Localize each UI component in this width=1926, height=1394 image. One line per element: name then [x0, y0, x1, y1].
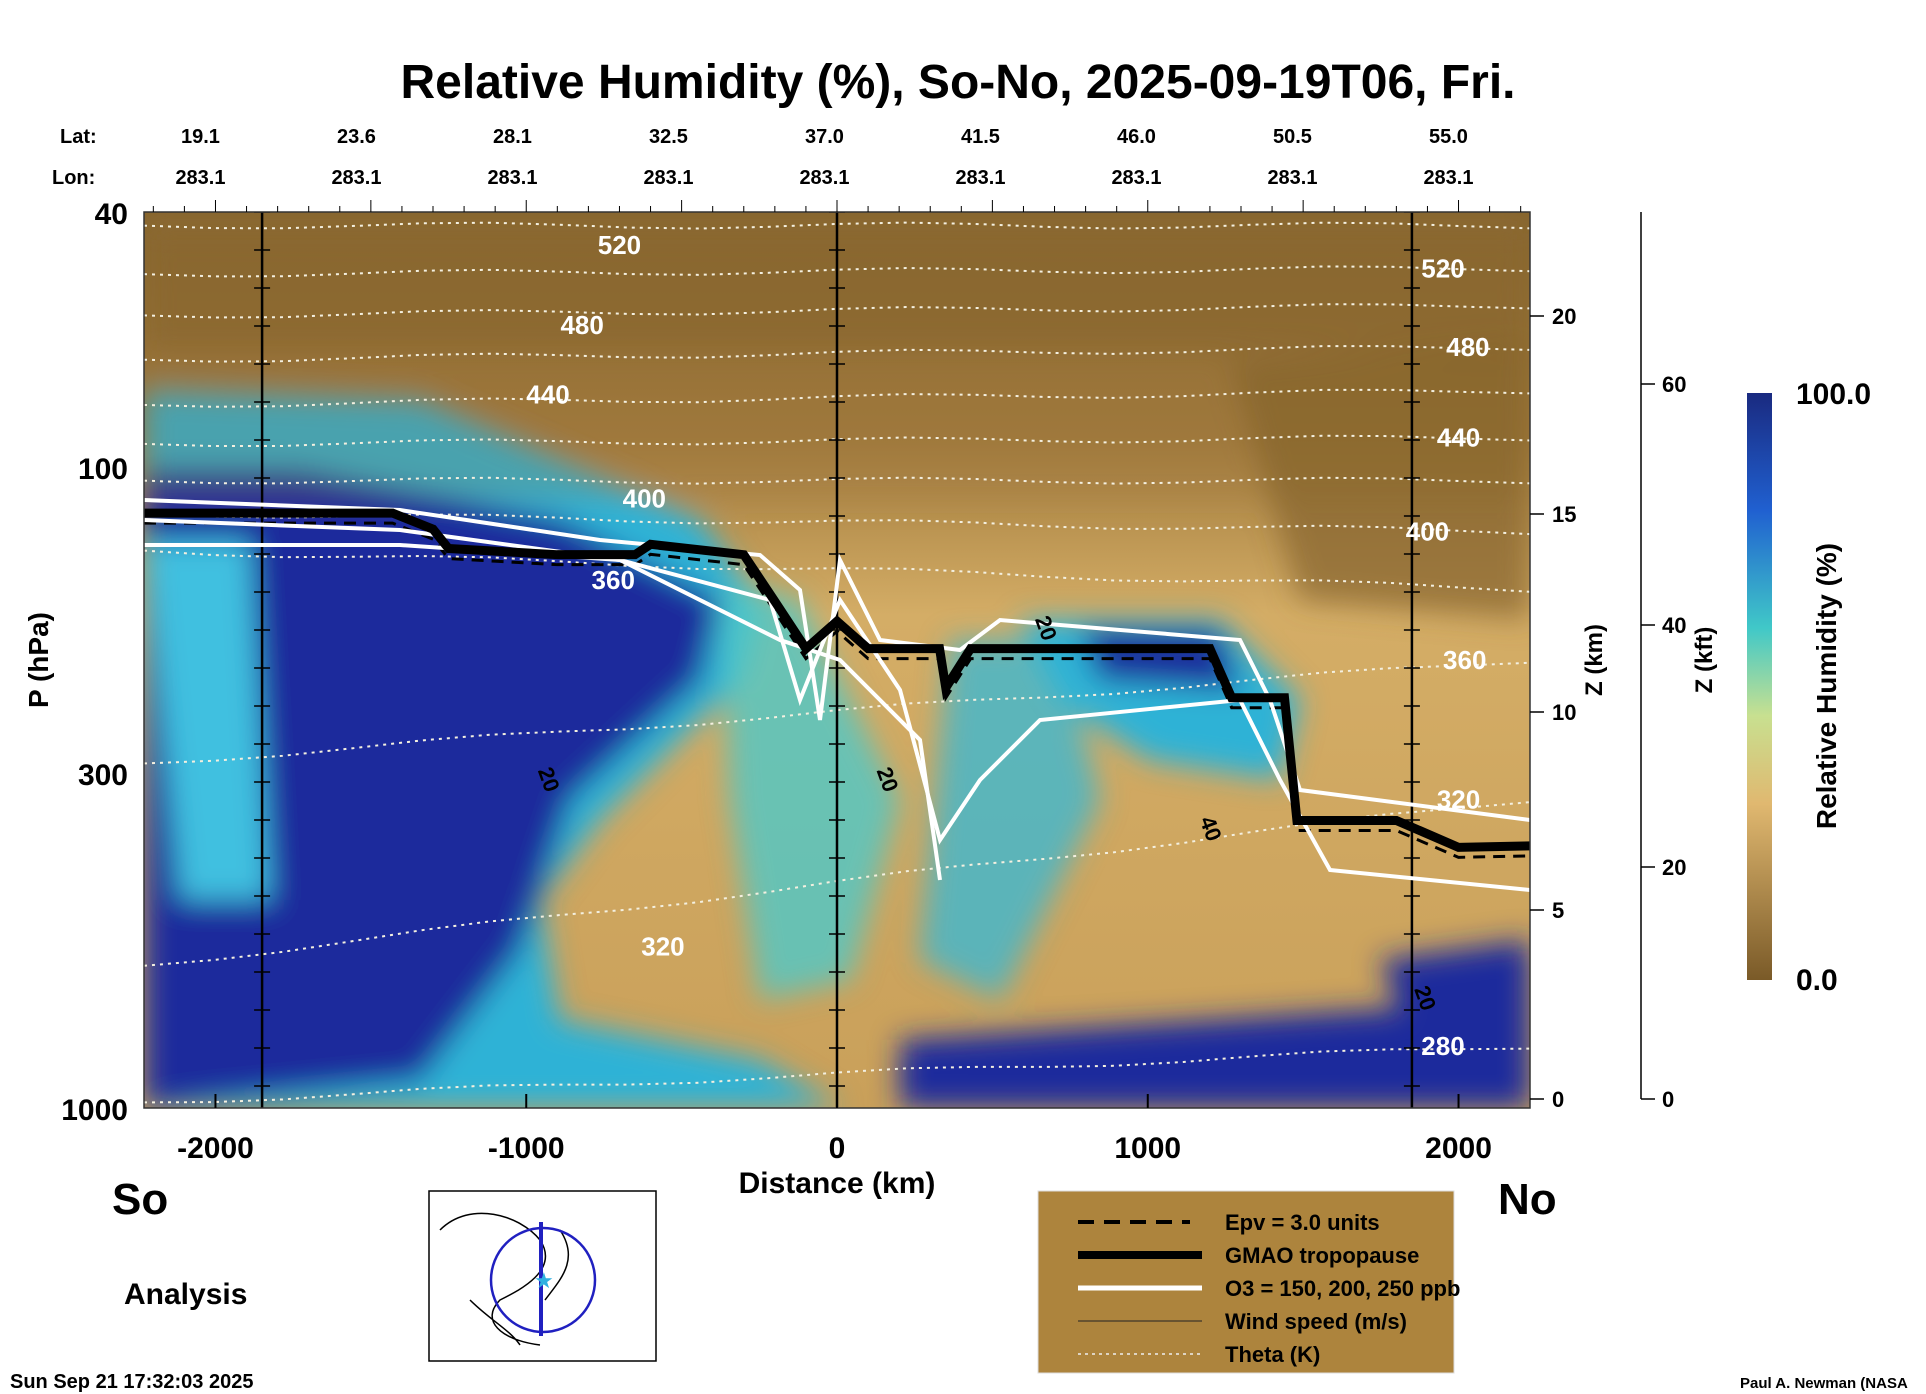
- theta-label: 480: [560, 310, 603, 340]
- plot-area: 5204804404003603205204804404003603202802…: [144, 212, 1530, 1108]
- lon-value: 283.1: [643, 167, 693, 189]
- lon-value: 283.1: [1111, 167, 1161, 189]
- lat-value: 50.5: [1273, 126, 1312, 148]
- z-km-tick-label: 0: [1552, 1087, 1564, 1112]
- colorbar: [1747, 393, 1772, 980]
- lat-value: 41.5: [961, 126, 1000, 148]
- y-tick-label: 1000: [61, 1094, 128, 1127]
- x-tick-label: -2000: [177, 1132, 254, 1165]
- x-axis-label: Distance (km): [739, 1167, 936, 1200]
- theta-label: 400: [623, 484, 666, 514]
- z-kft-axis-label: Z (kft): [1691, 627, 1718, 694]
- z-kft-tick-label: 60: [1662, 372, 1686, 397]
- z-km-axis-label: Z (km): [1581, 624, 1608, 696]
- y-tick-label: 100: [78, 453, 128, 486]
- x-tick-label: -1000: [488, 1132, 565, 1165]
- star-icon: ★: [534, 1268, 554, 1293]
- lon-value: 283.1: [955, 167, 1005, 189]
- z-km-tick-label: 20: [1552, 304, 1576, 329]
- lon-value: 283.1: [175, 167, 225, 189]
- x-tick-label: 2000: [1425, 1132, 1492, 1165]
- y-axis-label: P (hPa): [23, 612, 54, 708]
- lat-value: 28.1: [493, 126, 532, 148]
- legend-entry: Wind speed (m/s): [1225, 1309, 1407, 1334]
- lon-value: 283.1: [487, 167, 537, 189]
- lat-value: 32.5: [649, 126, 688, 148]
- z-km-tick-label: 15: [1552, 502, 1576, 527]
- credit: Paul A. Newman (NASA: [1740, 1375, 1908, 1392]
- x-tick-label: 0: [829, 1132, 846, 1165]
- z-km-tick-label: 10: [1552, 700, 1576, 725]
- theta-label: 520: [1421, 253, 1464, 283]
- lon-label: Lon:: [52, 167, 95, 189]
- legend: Epv = 3.0 units GMAO tropopause O3 = 150, …: [1037, 1190, 1460, 1374]
- z-kft-tick-label: 0: [1662, 1087, 1674, 1112]
- theta-label: 520: [598, 230, 641, 260]
- lat-value: 37.0: [805, 126, 844, 148]
- lat-label: Lat:: [60, 126, 97, 148]
- south-label: So: [112, 1175, 168, 1224]
- theta-label: 400: [1406, 516, 1449, 546]
- theta-label: 360: [1443, 645, 1486, 675]
- theta-label: 480: [1446, 332, 1489, 362]
- z-kft-tick-label: 20: [1662, 855, 1686, 880]
- colorbar-min-label: 0.0: [1796, 964, 1838, 997]
- epv-contour: [144, 521, 1530, 859]
- y-tick-label: 40: [95, 198, 128, 231]
- lon-value: 283.1: [331, 167, 381, 189]
- lat-value: 23.6: [337, 126, 376, 148]
- legend-entry: Epv = 3.0 units: [1225, 1210, 1380, 1235]
- theta-label: 320: [641, 932, 684, 962]
- theta-label: 360: [592, 565, 635, 595]
- legend-entry: GMAO tropopause: [1225, 1243, 1419, 1268]
- lat-value: 19.1: [181, 126, 220, 148]
- y-tick-label: 300: [78, 759, 128, 792]
- colorbar-label: Relative Humidity (%): [1811, 543, 1842, 829]
- colorbar-max-label: 100.0: [1796, 378, 1871, 411]
- lat-value: 55.0: [1429, 126, 1468, 148]
- theta-label: 280: [1421, 1031, 1464, 1061]
- theta-label: 440: [526, 379, 569, 409]
- theta-label: 440: [1437, 423, 1480, 453]
- lon-value: 283.1: [1267, 167, 1317, 189]
- lon-value: 283.1: [1423, 167, 1473, 189]
- timestamp: Sun Sep 21 17:32:03 2025: [10, 1371, 253, 1393]
- z-kft-tick-label: 40: [1662, 613, 1686, 638]
- north-label: No: [1498, 1175, 1557, 1224]
- z-km-tick-label: 5: [1552, 898, 1564, 923]
- chart-title: Relative Humidity (%), So-No, 2025-09-19…: [401, 56, 1516, 109]
- lon-value: 283.1: [799, 167, 849, 189]
- analysis-label: Analysis: [124, 1278, 247, 1311]
- legend-entry: Theta (K): [1225, 1342, 1320, 1367]
- legend-entry: O3 = 150, 200, 250 ppb: [1225, 1276, 1460, 1301]
- ozone-contours: [144, 498, 1530, 892]
- x-tick-label: 1000: [1114, 1132, 1181, 1165]
- locator-map: ★: [428, 1190, 657, 1362]
- theta-label: 320: [1437, 784, 1480, 814]
- tropopause-line: [144, 508, 1530, 852]
- lat-value: 46.0: [1117, 126, 1156, 148]
